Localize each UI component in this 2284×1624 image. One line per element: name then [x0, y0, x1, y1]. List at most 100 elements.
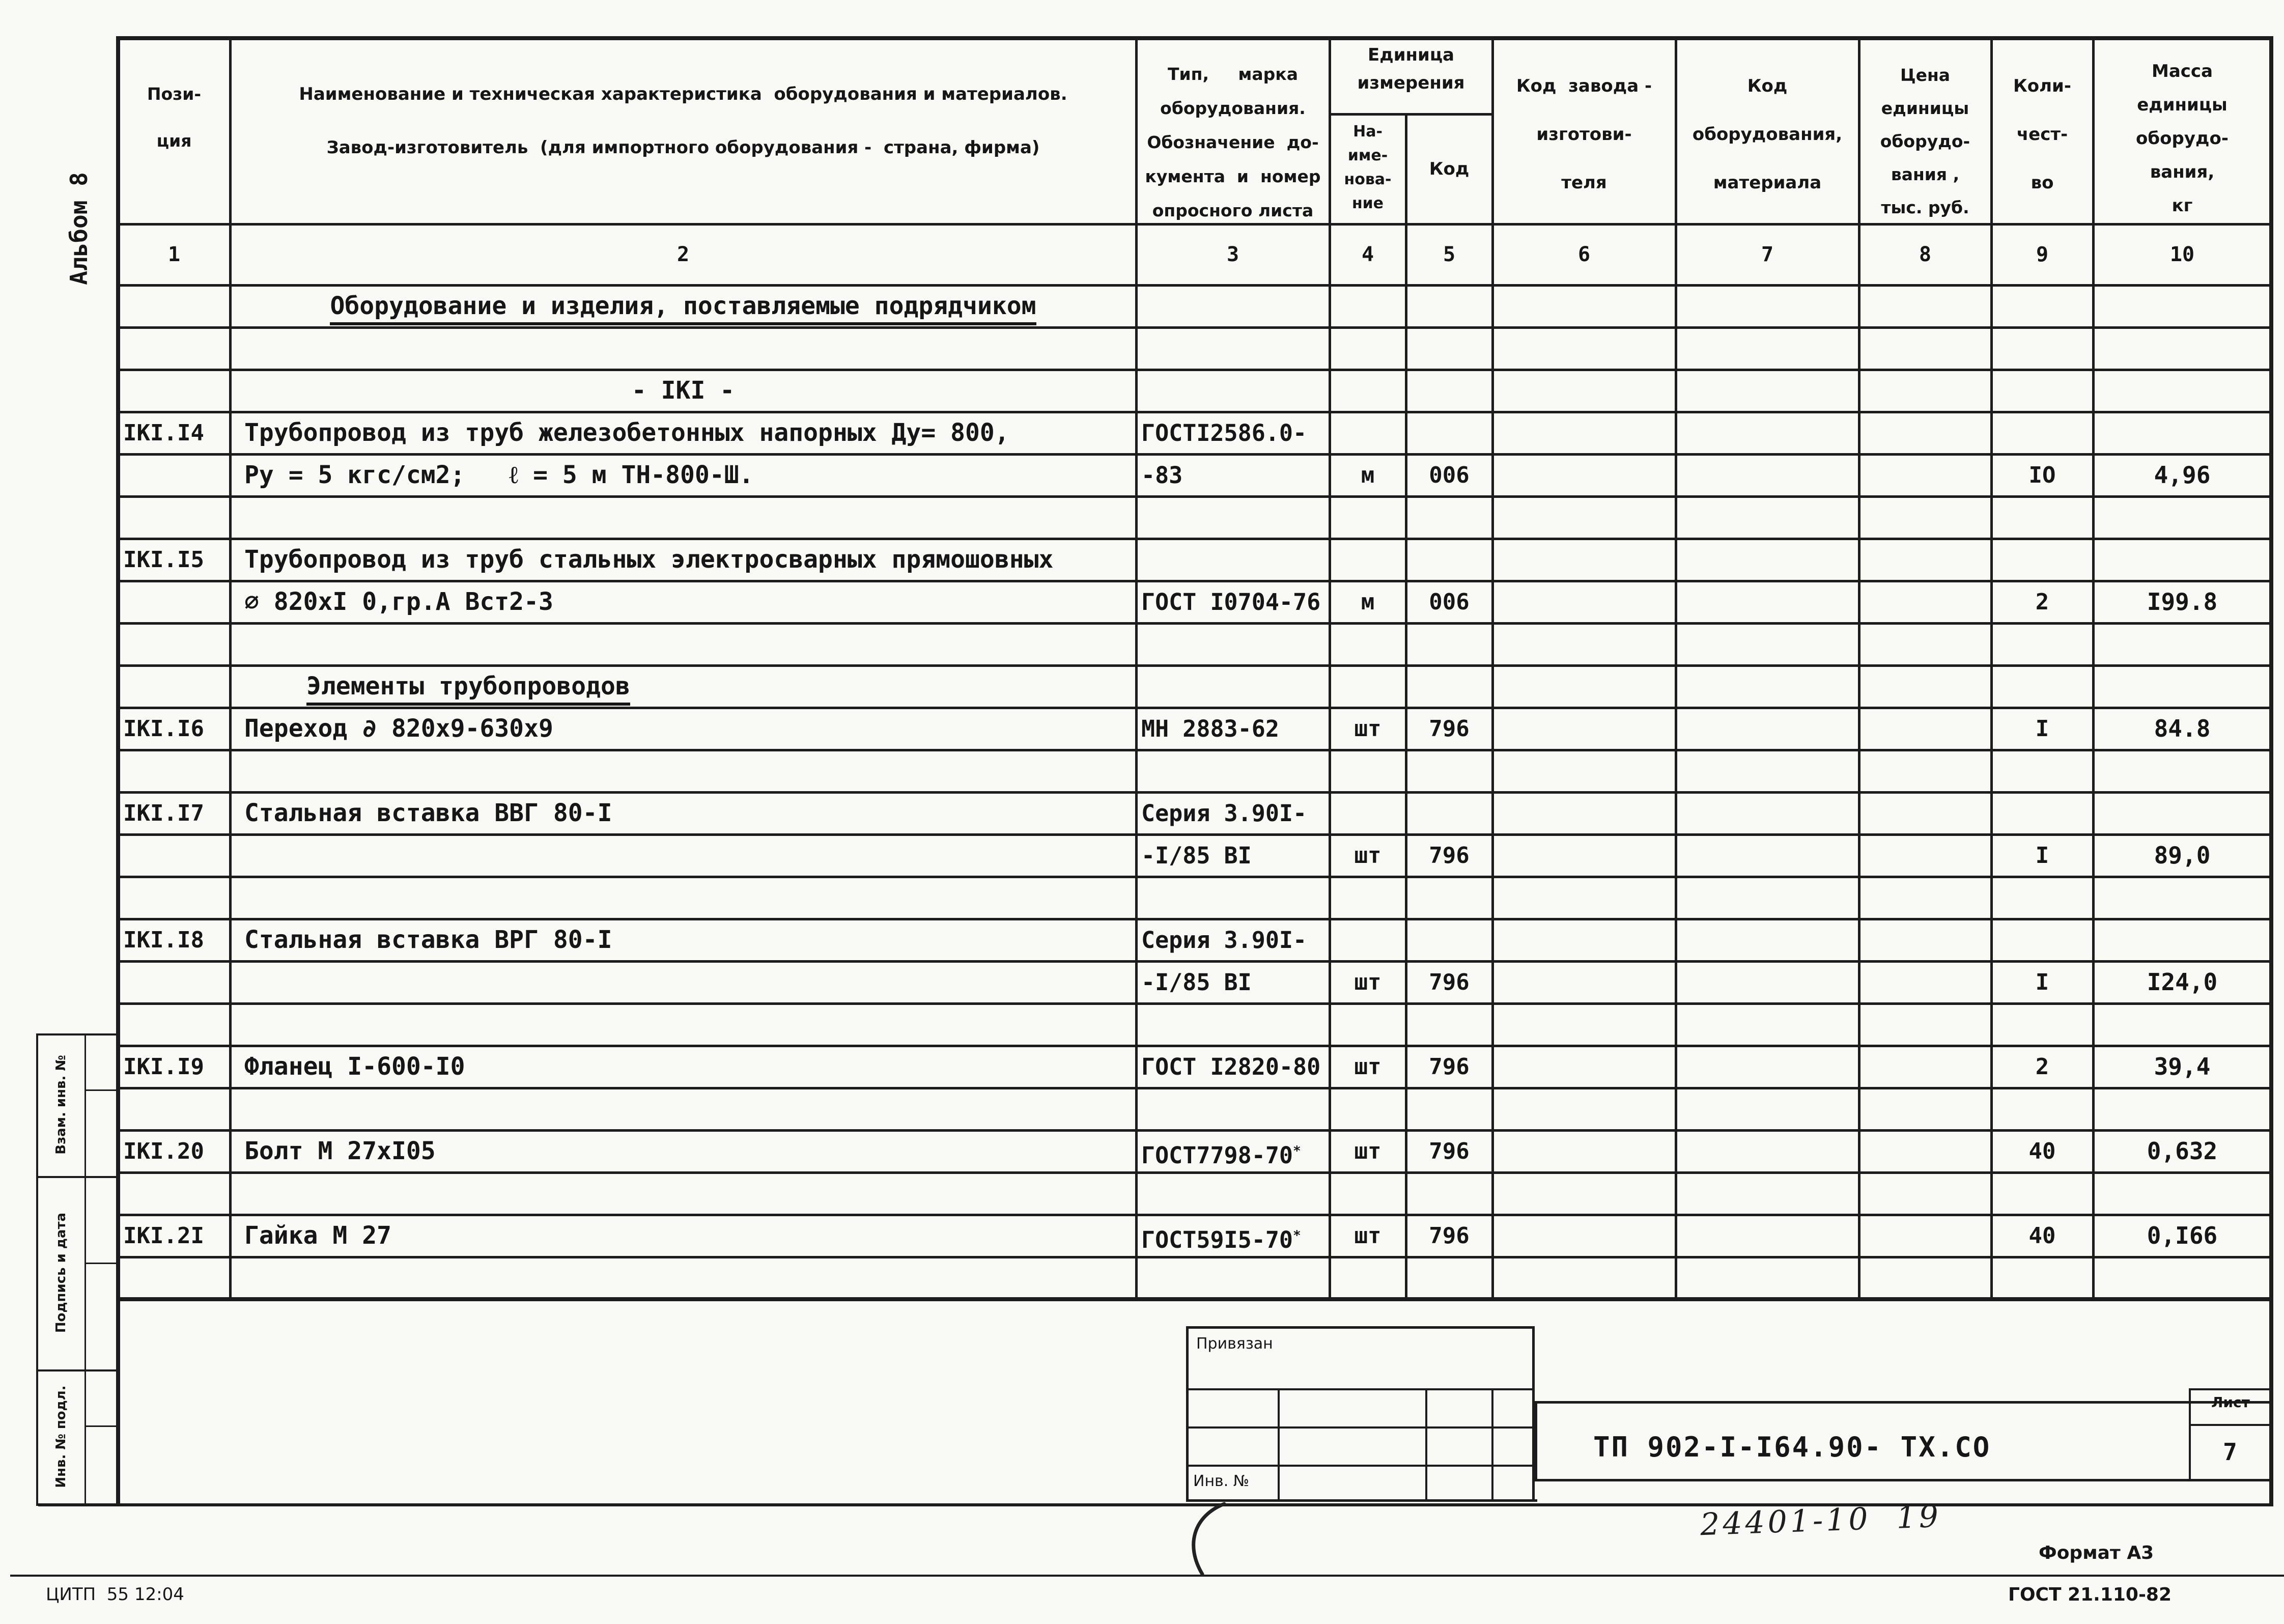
- row-qty: I: [2035, 716, 2049, 742]
- row-mass: I99.8: [2147, 588, 2218, 615]
- grid-line: [1535, 1401, 1537, 1481]
- row-pos: IKI.I6: [123, 716, 204, 742]
- grid-line: [2189, 1388, 2191, 1481]
- document-number: ТП 902-I-I64.90- ТХ.СО: [1593, 1431, 1991, 1463]
- handwritten-mark: [1192, 1502, 1226, 1576]
- row-pos: IKI.I8: [123, 927, 204, 953]
- row-mass: 39,4: [2154, 1053, 2211, 1080]
- col-number-1: 1: [167, 243, 181, 266]
- grid-line: [2189, 1424, 2273, 1426]
- col-number-10: 10: [2169, 243, 2195, 266]
- grid-line: [118, 706, 2271, 709]
- header-position: Пози- ция: [147, 84, 202, 151]
- row-unit-code: 006: [1429, 589, 1470, 615]
- grid-line: [118, 537, 2271, 540]
- row-name: Ру = 5 кгс/см2; ℓ = 5 м ТН-800-Ш.: [244, 461, 754, 489]
- grid-line: [118, 368, 2271, 371]
- grid-line: [118, 875, 2271, 878]
- grid-line: [118, 1044, 2271, 1047]
- row-unit-name: м: [1361, 462, 1375, 488]
- section-title-text: Элементы трубопроводов: [306, 672, 630, 706]
- list-label: Лист: [2211, 1394, 2250, 1411]
- header-unit-name: На- име- нова- ние: [1344, 123, 1392, 212]
- col-number-5: 5: [1443, 243, 1456, 266]
- grid-line: [84, 1089, 118, 1091]
- footnote-mark: *: [1293, 1143, 1301, 1159]
- row-pos: IKI.I9: [123, 1054, 204, 1080]
- row-doc: ГОСТ I0704-76: [1141, 589, 1321, 615]
- row-doc: ГОСТ59I5-70*: [1141, 1226, 1301, 1253]
- grid-line: [1535, 1479, 2273, 1481]
- grid-line: [118, 1129, 2271, 1132]
- grid-line: [1491, 38, 1494, 1299]
- row-mass: I24,0: [2147, 968, 2218, 996]
- row-mass: 0,632: [2147, 1137, 2218, 1165]
- grid-line: [2269, 38, 2273, 1506]
- grid-line: [118, 791, 2271, 794]
- row-name: Стальная вставка ВРГ 80-I: [244, 926, 612, 954]
- grid-line: [118, 1171, 2271, 1174]
- section-title: Оборудование и изделия, поставляемые под…: [230, 285, 1136, 327]
- stamp-label-podpis: Подпись и дата: [53, 1212, 69, 1333]
- grid-line: [1186, 1388, 1535, 1390]
- header-quantity: Коли- чест- во: [2013, 76, 2071, 193]
- row-qty: I: [2035, 969, 2049, 995]
- col-number-2: 2: [676, 243, 690, 266]
- row-unit-code: 796: [1429, 1223, 1470, 1249]
- row-pos: IKI.20: [123, 1138, 204, 1164]
- header-type-mark: Тип, марка оборудования. Обозначение до-…: [1145, 64, 1321, 220]
- grid-line: [118, 495, 2271, 498]
- row-name: ∅ 820хI 0,гр.А Вст2-3: [244, 587, 553, 616]
- row-unit-name: шт: [1354, 969, 1381, 995]
- row-qty: I: [2035, 843, 2049, 869]
- header-unit-mass: Масса единицы оборудо- вания, кг: [2136, 61, 2229, 216]
- footnote-mark: *: [1293, 1228, 1301, 1243]
- grid-line: [1186, 1499, 1537, 1502]
- privyazan-label: Привязан: [1196, 1335, 1273, 1353]
- row-unit-code: 796: [1429, 1138, 1470, 1164]
- col-number-4: 4: [1361, 243, 1374, 266]
- grid-line: [118, 579, 2271, 582]
- col-number-6: 6: [1577, 243, 1591, 266]
- grid-line: [118, 1002, 2271, 1005]
- section-title-text: Оборудование и изделия, поставляемые под…: [330, 292, 1036, 325]
- row-pos: IKI.I7: [123, 800, 204, 826]
- header-factory-code: Код завода - изготови- теля: [1516, 76, 1652, 193]
- row-unit-code: 796: [1429, 969, 1470, 995]
- grid-line: [1674, 38, 1677, 1299]
- grid-line: [118, 410, 2271, 413]
- row-name: Гайка М 27: [244, 1221, 391, 1250]
- grid-line: [1990, 38, 1993, 1299]
- header-unit-group: Единица измерения: [1357, 45, 1465, 93]
- row-name: Стальная вставка ВВГ 80-I: [244, 799, 612, 827]
- row-doc: -I/85 ВI: [1141, 969, 1252, 996]
- grid-line: [38, 1503, 2273, 1506]
- grid-line: [118, 1086, 2271, 1089]
- grid-line: [116, 222, 2273, 226]
- row-unit-code: 796: [1429, 1054, 1470, 1080]
- grid-line: [118, 748, 2271, 751]
- grid-line: [1186, 1426, 1535, 1429]
- row-unit-code: 006: [1429, 462, 1470, 488]
- stamp-label-inv: Инв. № подл.: [53, 1385, 69, 1488]
- row-name: Фланец I-600-I0: [244, 1052, 465, 1081]
- grid-line: [116, 1297, 2273, 1301]
- grid-line: [36, 1033, 38, 1506]
- grid-line: [116, 36, 2273, 40]
- grid-line: [118, 960, 2271, 963]
- grid-line: [116, 284, 2273, 287]
- header-unit-price: Цена единицы оборудо- вания , тыс. руб.: [1880, 65, 1970, 217]
- row-pos: IKI.2I: [123, 1223, 204, 1249]
- row-name: Трубопровод из труб железобетонных напор…: [244, 418, 1009, 447]
- row-doc: Серия 3.90I-: [1141, 927, 1307, 954]
- row-unit-name: шт: [1354, 1223, 1381, 1249]
- row-unit-code: 796: [1429, 716, 1470, 742]
- row-name: Переход ∂ 820х9-630х9: [244, 714, 553, 743]
- row-doc: -83: [1141, 462, 1183, 489]
- gost-label: ГОСТ 21.110-82: [2008, 1584, 2172, 1605]
- row-unit-name: шт: [1354, 843, 1381, 869]
- grid-line: [1330, 113, 1492, 116]
- row-doc: Серия 3.90I-: [1141, 800, 1307, 827]
- row-qty: 2: [2035, 589, 2049, 615]
- row-mass: 89,0: [2154, 842, 2211, 869]
